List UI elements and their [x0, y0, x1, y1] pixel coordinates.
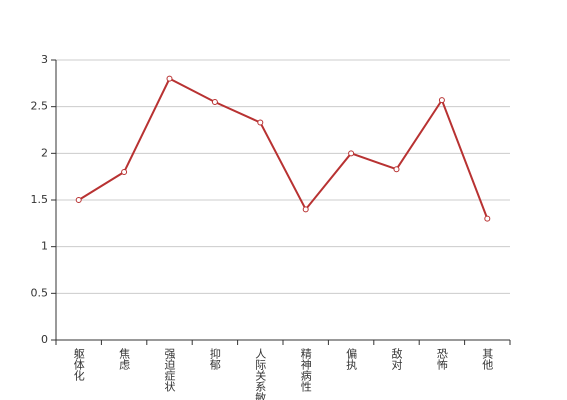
y-tick-label: 1.5	[31, 193, 49, 206]
y-tick-label: 3	[41, 53, 48, 66]
x-tick-label: 恐怖	[435, 348, 448, 370]
x-tick-label: 偏执	[345, 347, 358, 371]
point	[211, 99, 218, 105]
x-tick-label: 躯体化	[72, 348, 85, 382]
x-tick-label: 人际关系敏感	[254, 348, 267, 400]
point	[302, 206, 309, 213]
y-tick-label: 1	[41, 240, 48, 253]
point	[121, 169, 128, 175]
x-tick-label: 精神病性	[299, 348, 312, 393]
y-tick-label: 2.5	[31, 100, 49, 113]
x-tick-label: 焦虑	[118, 348, 131, 370]
point	[166, 75, 173, 82]
line	[78, 77, 489, 220]
y-tick-label: 2	[41, 146, 48, 159]
point	[393, 166, 400, 173]
point	[348, 150, 355, 157]
x-tick-label: 敌对	[390, 347, 403, 370]
x-tick-label: 抑郁	[208, 347, 221, 370]
x-tick-label: 其他	[481, 348, 494, 370]
point	[438, 97, 445, 104]
y-tick-label: 0	[41, 333, 48, 346]
point	[257, 119, 264, 126]
y-tick-label: 0.5	[31, 286, 49, 299]
point	[75, 197, 82, 203]
point	[484, 215, 491, 222]
x-tick-label: 强迫症状	[163, 348, 176, 392]
